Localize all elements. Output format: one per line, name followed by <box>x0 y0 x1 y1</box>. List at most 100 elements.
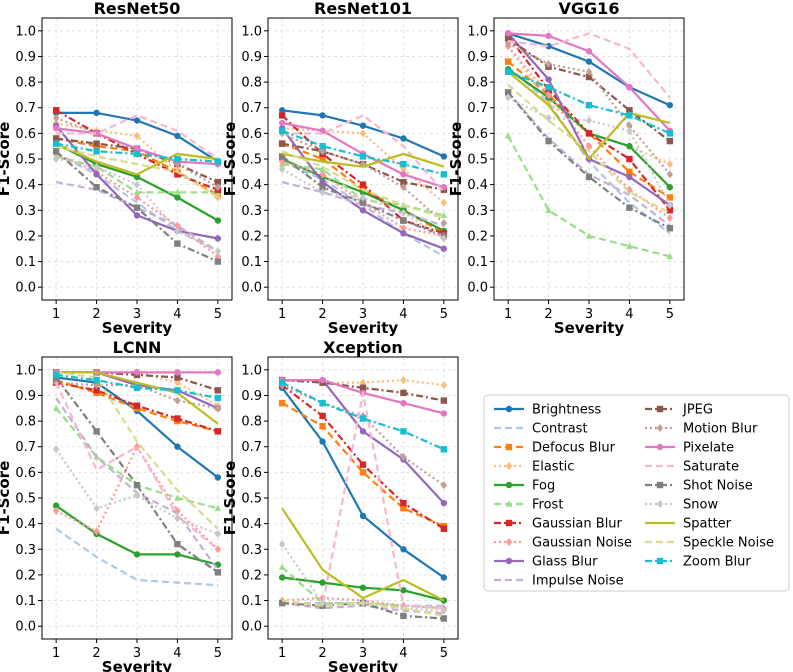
data-point-zoom-blur <box>278 127 286 134</box>
data-point-frost <box>133 188 141 196</box>
x-tick-label: 4 <box>399 307 407 322</box>
y-tick-label: 0.8 <box>15 76 36 91</box>
data-point-fog <box>666 184 674 191</box>
legend-entry-speckle-noise: Speckle Noise <box>645 536 774 551</box>
data-point-zoom-blur <box>93 376 100 384</box>
data-point-shot-noise <box>359 199 367 206</box>
y-tick-label: 0.3 <box>15 204 36 219</box>
data-point-frost <box>174 494 181 501</box>
series-line-saturate <box>282 114 445 194</box>
legend-label: Gaussian Blur <box>532 517 623 532</box>
series-snow <box>278 165 448 243</box>
series-spatter <box>281 152 445 168</box>
data-point-gaussian-noise <box>545 90 552 99</box>
data-point-glass-blur <box>359 428 367 435</box>
data-point-shot-noise <box>545 137 552 145</box>
legend-label: Impulse Noise <box>532 574 624 589</box>
x-tick-label: 4 <box>399 646 407 661</box>
data-point-defocus-blur <box>504 58 512 65</box>
x-tick-label: 1 <box>52 307 60 322</box>
data-point-jpeg <box>666 137 674 145</box>
legend-entry-motion-blur: Motion Blur <box>645 422 758 437</box>
x-tick-label: 4 <box>625 307 633 322</box>
data-point-snow <box>545 113 552 122</box>
data-point-motion-blur <box>666 170 674 179</box>
data-point-zoom-blur <box>626 112 633 119</box>
series-spatter <box>281 507 445 602</box>
data-point-zoom-blur <box>93 148 100 155</box>
series-line-saturate <box>507 32 671 99</box>
legend-entry-spatter: Spatter <box>645 517 732 532</box>
data-point-gaussian-blur <box>133 402 141 409</box>
data-point-pixelate <box>278 119 286 127</box>
data-point-defocus-blur <box>505 443 513 451</box>
legend-label: Glass Blur <box>532 555 598 570</box>
data-point-glass-blur <box>214 235 222 242</box>
x-tick-label: 5 <box>666 307 674 322</box>
data-point-fog <box>133 173 141 181</box>
data-point-gaussian-noise <box>133 193 141 202</box>
data-point-motion-blur <box>440 481 448 490</box>
x-tick-label: 1 <box>278 307 286 322</box>
legend-entry-pixelate: Pixelate <box>645 441 734 456</box>
data-point-zoom-blur <box>174 387 181 394</box>
data-point-gaussian-noise <box>93 527 100 536</box>
data-point-zoom-blur <box>133 384 141 391</box>
panel-vgg16: 0.0 0.1 0.2 0.3 0.4 0.5 0.6 0.7 0.8 0.9 1.0 1 2 3 4 5 VG… <box>447 0 685 337</box>
data-point-gaussian-blur <box>359 461 367 468</box>
data-point-shot-noise <box>52 148 60 155</box>
data-point-frost <box>174 188 181 196</box>
y-tick-label: 0.0 <box>15 620 36 635</box>
data-point-glass-blur <box>440 499 448 507</box>
data-point-frost <box>545 206 552 213</box>
data-point-gaussian-blur <box>505 519 513 527</box>
series-brightness <box>278 107 448 160</box>
legend-entry-zoom-blur: Zoom Blur <box>645 555 751 570</box>
y-tick-label: 0.3 <box>241 204 262 219</box>
y-tick-label: 0.3 <box>241 543 262 558</box>
x-tick-label: 5 <box>214 307 222 322</box>
y-tick-label: 0.6 <box>241 466 262 481</box>
data-point-fog <box>400 587 407 594</box>
data-point-fog <box>359 584 367 591</box>
legend-label: Motion Blur <box>683 422 758 437</box>
legend-label: Speckle Noise <box>683 536 774 551</box>
data-point-gaussian-blur <box>666 207 674 214</box>
data-point-snow <box>626 126 633 135</box>
data-point-brightness <box>359 122 367 129</box>
x-tick-label: 5 <box>440 307 448 322</box>
data-point-snow <box>440 234 448 243</box>
data-point-gaussian-blur <box>214 428 222 435</box>
series-line-snow <box>281 168 445 240</box>
series-zoom-blur <box>504 68 674 137</box>
data-point-jpeg <box>214 387 222 394</box>
series-frost <box>504 132 674 260</box>
x-tick-label: 3 <box>359 646 367 661</box>
series-line-spatter <box>56 371 219 425</box>
series-shot-noise <box>52 148 222 265</box>
legend-entry-shot-noise: Shot Noise <box>645 479 753 494</box>
y-tick-label: 0.7 <box>15 440 36 455</box>
y-tick-label: 0.4 <box>15 517 36 532</box>
data-point-frost <box>52 404 60 411</box>
data-point-brightness <box>174 132 181 140</box>
data-point-defocus-blur <box>400 505 407 512</box>
y-tick-label: 0.6 <box>15 127 36 142</box>
data-point-shot-noise <box>214 569 222 576</box>
data-point-frost <box>214 504 222 511</box>
x-tick-label: 2 <box>92 646 100 661</box>
data-point-shot-noise <box>278 153 286 160</box>
x-tick-label: 5 <box>440 646 448 661</box>
data-point-shot-noise <box>214 258 222 265</box>
data-point-shot-noise <box>656 481 664 489</box>
y-axis-label: F1-Score <box>221 461 239 535</box>
data-point-gaussian-noise <box>505 538 513 546</box>
data-point-fog <box>214 217 222 224</box>
series-line-impulse-noise <box>55 181 219 253</box>
data-point-jpeg <box>174 374 181 381</box>
y-axis-label: F1-Score <box>221 122 239 196</box>
legend-entry-snow: Snow <box>645 498 718 513</box>
data-point-snow <box>585 116 593 125</box>
data-point-fog <box>174 551 181 558</box>
legend-label: Pixelate <box>683 441 734 456</box>
